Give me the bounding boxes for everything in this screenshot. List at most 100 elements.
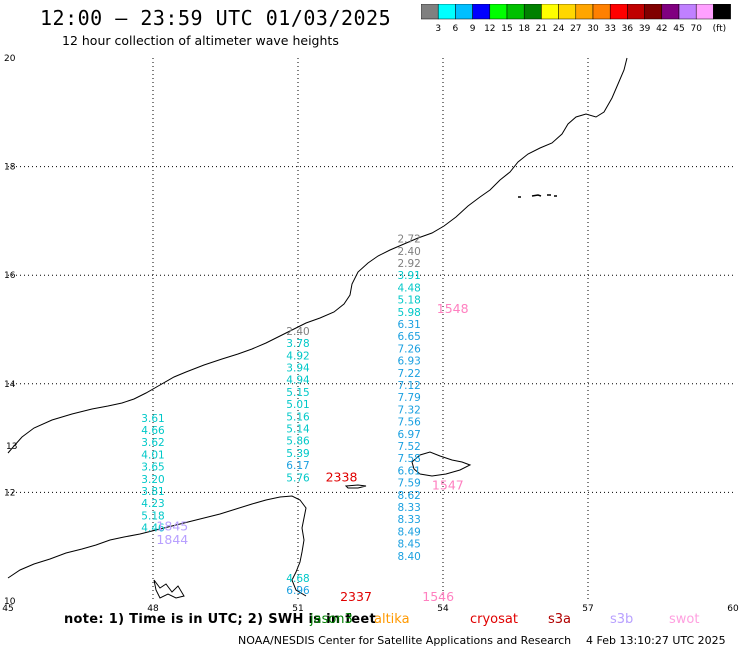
wave-height-value: 4.46 [141, 523, 165, 535]
longitude-label: 60 [727, 604, 739, 612]
wave-height-value: 6.61 [397, 465, 420, 477]
wave-height-value: 8.33 [397, 514, 420, 526]
satellite-legend-item: jason3 [310, 612, 353, 627]
wave-height-value: 3.20 [141, 474, 164, 486]
wave-height-value: 5.15 [286, 387, 309, 399]
pass-time-label: 2337 [340, 589, 372, 604]
wave-height-value: 6.96 [286, 585, 310, 597]
footer-timestamp: 4 Feb 13:10:27 UTC 2025 [586, 634, 726, 647]
wave-height-value: 7.52 [397, 441, 420, 453]
colorbar-tick-label: 21 [536, 24, 547, 34]
wave-height-value: 7.56 [397, 417, 421, 429]
wave-height-value: 8.33 [397, 502, 420, 514]
wave-height-value: 3.81 [141, 486, 164, 498]
wave-height-value: 7.32 [397, 404, 420, 416]
wave-height-value: 2.40 [397, 246, 420, 258]
colorbar-tick-label: 42 [656, 24, 667, 34]
wave-height-value: 4.23 [141, 498, 164, 510]
wave-height-value: 3.94 [286, 363, 310, 375]
wave-height-value: 3.78 [286, 338, 309, 350]
wave-height-value: 5.14 [286, 424, 310, 436]
wave-height-value: 4.01 [141, 449, 164, 461]
satellite-legend-item: s3b [610, 612, 634, 627]
coastal-feature [153, 579, 185, 599]
latitude-label: 20 [4, 54, 16, 64]
wave-height-value: 8.40 [397, 551, 420, 563]
longitude-label: 48 [147, 604, 159, 612]
colorbar-tick-label: 33 [604, 24, 615, 34]
colorbar-tick-label: 24 [553, 24, 565, 34]
satellite-legend-item: cryosat [470, 612, 518, 627]
wave-height-value: 5.76 [286, 472, 310, 484]
color-scale-legend: 3 6 9 12 15 18 21 24 27 30 33 36 39 42 45 70 (ft) [421, 4, 731, 34]
colorbar-tick-label: 36 [622, 24, 634, 34]
wave-height-value: 8.49 [397, 526, 420, 538]
pass-time-label: 1548 [437, 301, 469, 316]
wave-height-value: 3.61 [141, 413, 164, 425]
colorbar-tick-label: (ft) [713, 24, 727, 34]
island-abd-al-kuri [344, 484, 367, 489]
colorbar-tick-label: 12 [484, 24, 495, 34]
wave-height-value: 6.17 [286, 460, 309, 472]
wave-height-value: 7.22 [397, 368, 420, 380]
pass-time-label: 1845 [156, 518, 188, 533]
wave-height-value: 3.62 [141, 437, 164, 449]
longitude-label: 45 [2, 604, 13, 612]
longitude-label: 57 [582, 604, 593, 612]
coastline [7, 57, 628, 599]
satellite-legend-item: altika [374, 612, 410, 627]
pass-time-label: 2338 [326, 470, 358, 485]
coastline-africa [7, 495, 307, 597]
wave-height-value: 4.94 [286, 375, 310, 387]
wave-height-value: 3.91 [397, 270, 420, 282]
wave-height-value: 2.72 [397, 234, 420, 246]
pass-time-label: 1546 [422, 589, 454, 604]
wave-height-value: 6.97 [397, 429, 420, 441]
latitude-label: 10 [4, 597, 16, 607]
island-socotra [411, 451, 472, 477]
satellite-legend-item: s3a [548, 612, 572, 627]
colorbar-swatch [713, 4, 731, 20]
map-subtitle: 12 hour collection of altimeter wave hei… [62, 33, 339, 48]
colorbar-tick-label: 70 [690, 24, 702, 34]
island-kuria-muria [518, 194, 557, 198]
pass-time-label: 1547 [432, 478, 464, 493]
colorbar-tick-label: 3 [435, 24, 441, 34]
colorbar-tick-label: 15 [501, 24, 512, 34]
latitude-label: 18 [4, 163, 16, 173]
map-title: 12:00 – 23:59 UTC 01/03/2025 [40, 6, 392, 30]
coastline-arabia [7, 57, 628, 454]
colorbar-tick-label: 9 [470, 24, 476, 34]
footer-credit: NOAA/NESDIS Center for Satellite Applica… [238, 634, 572, 647]
wave-height-value: 4.68 [286, 573, 309, 585]
wave-height-value: 5.18 [397, 295, 420, 307]
wave-height-value: 5.16 [286, 411, 310, 423]
wave-height-value: 2.40 [286, 326, 309, 338]
longitude-label: 51 [292, 604, 303, 612]
wave-height-value: 7.59 [397, 478, 420, 490]
satellite-legend-item: swot [669, 612, 700, 627]
wave-height-value: 5.98 [397, 307, 420, 319]
wave-height-value: 7.58 [397, 453, 420, 465]
wave-height-value: 3.65 [141, 462, 164, 474]
wave-height-value: 4.92 [286, 350, 309, 362]
wave-height-value: 7.26 [397, 343, 421, 355]
wave-height-value: 4.48 [397, 282, 420, 294]
wave-height-value: 6.65 [397, 331, 420, 343]
latitude-label: 16 [4, 271, 16, 281]
wave-height-value: 5.39 [286, 448, 309, 460]
legend-note: note: 1) Time is in UTC; 2) SWH is in fe… [64, 612, 376, 627]
wave-height-value: 8.45 [397, 539, 420, 551]
wave-height-value: 7.79 [397, 392, 420, 404]
graticule: 45 48 51 54 57 60 20 18 16 14 12 10 13 [2, 54, 739, 612]
colorbar-tick-label: 45 [673, 24, 684, 34]
wave-height-value: 5.86 [286, 436, 310, 448]
wave-height-value: 6.93 [397, 356, 420, 368]
latitude-label: 13 [6, 442, 17, 452]
colorbar-tick-label: 18 [518, 24, 530, 34]
wave-height-value: 6.31 [397, 319, 420, 331]
colorbar-tick-label: 39 [639, 24, 651, 34]
pass-time-label: 1844 [156, 532, 188, 547]
altimeter-tracks: 3.614.663.624.013.653.203.814.235.184.46… [141, 234, 468, 604]
